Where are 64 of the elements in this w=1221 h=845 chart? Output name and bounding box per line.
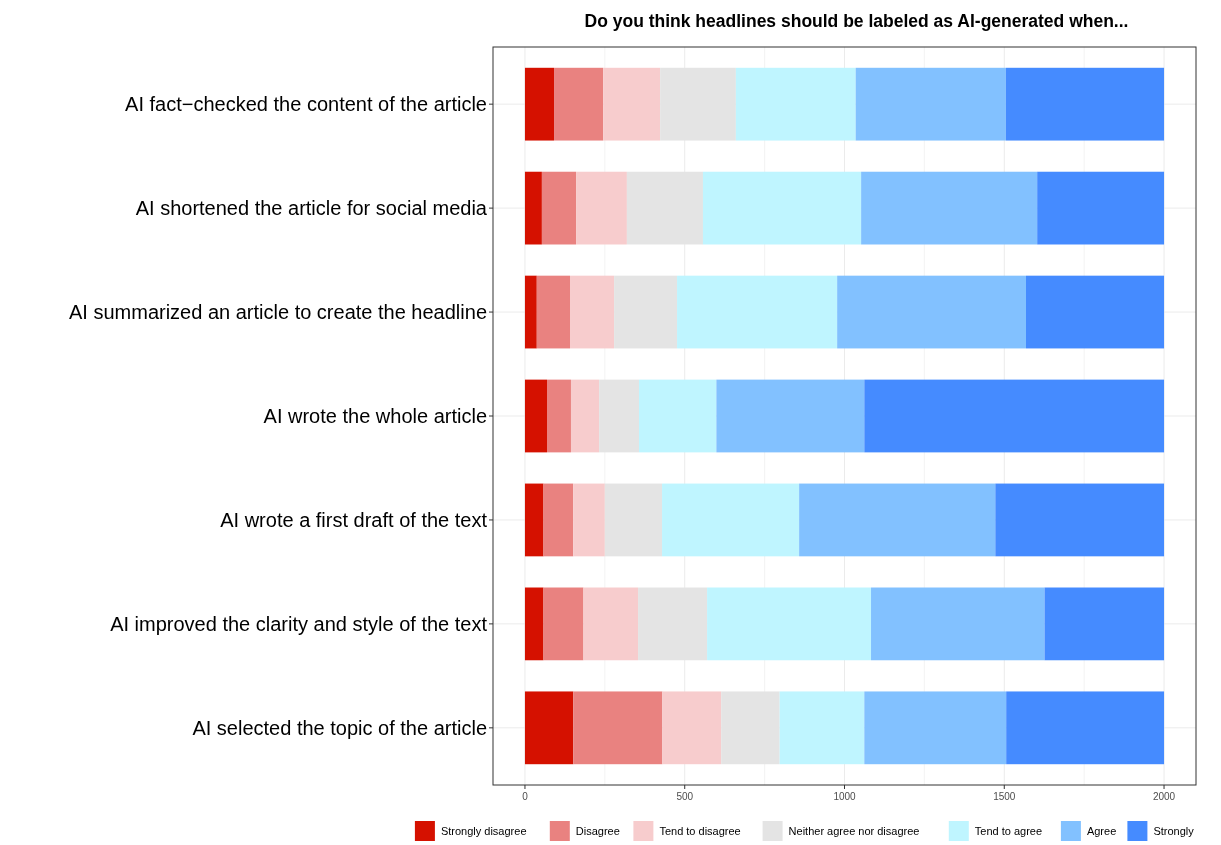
- bar: [554, 67, 604, 141]
- bar: [1005, 67, 1165, 141]
- bar: [662, 483, 800, 557]
- bar: [639, 379, 717, 453]
- bar: [573, 483, 605, 557]
- bar: [543, 483, 574, 557]
- x-tick-label: 500: [676, 791, 694, 802]
- bar: [799, 483, 996, 557]
- legend-label: Tend to disagree: [659, 824, 741, 837]
- bar: [871, 587, 1045, 661]
- bar: [547, 379, 571, 453]
- x-tick-label: 0: [522, 791, 529, 802]
- y-tick-label: AI wrote the whole article: [263, 405, 487, 427]
- y-tick-label: AI improved the clarity and style of the text: [110, 612, 488, 635]
- y-tick-label: AI wrote a first draft of the text: [220, 508, 488, 531]
- bar: [1026, 275, 1165, 349]
- bar: [735, 67, 856, 141]
- bar: [864, 379, 1165, 453]
- bar: [995, 483, 1165, 557]
- bar: [702, 171, 862, 245]
- bar: [536, 275, 571, 349]
- bar: [541, 171, 577, 245]
- bar: [716, 379, 865, 453]
- bar: [604, 483, 663, 557]
- bar: [1006, 691, 1165, 765]
- bar: [837, 275, 1026, 349]
- chart-title: Do you think headlines should be labeled as AI‑generated when...: [584, 11, 1129, 31]
- bar: [583, 587, 639, 661]
- y-tick-label: AI fact−checked the content of the article: [125, 93, 487, 116]
- bar: [570, 379, 600, 453]
- bar: [614, 275, 678, 349]
- legend-label: Neither agree nor disagree: [788, 824, 920, 837]
- bar: [677, 275, 838, 349]
- bar: [543, 587, 584, 661]
- bar: [524, 67, 555, 141]
- x-tick-label: 1500: [993, 791, 1016, 802]
- x-tick-label: 1000: [833, 791, 857, 802]
- legend-label: Strongly: [1153, 824, 1195, 837]
- bar: [707, 587, 872, 661]
- x-tick-label: 2000: [1152, 791, 1176, 802]
- bar: [864, 691, 1007, 765]
- y-tick-label: AI summarized an article to create the headline: [69, 301, 487, 324]
- bar: [662, 691, 722, 765]
- y-tick-label: AI selected the topic of the article: [192, 716, 487, 739]
- bar: [855, 67, 1006, 141]
- bar: [524, 691, 574, 765]
- bar: [861, 171, 1038, 245]
- legend-label: Tend to agree: [974, 824, 1043, 837]
- bar: [524, 275, 537, 349]
- legend-label: Strongly disagree: [440, 824, 527, 837]
- bar: [1037, 171, 1165, 245]
- bar: [573, 691, 663, 765]
- bar: [1044, 587, 1165, 661]
- legend-label: Disagree: [575, 824, 620, 837]
- y-tick-label: AI shortened the article for social media: [135, 197, 488, 220]
- bar: [524, 483, 544, 557]
- bar: [779, 691, 865, 765]
- legend-label: Agree: [1086, 824, 1117, 837]
- bar: [576, 171, 627, 245]
- bar: [524, 379, 547, 453]
- bar: [524, 587, 544, 661]
- bar: [524, 171, 542, 245]
- bar: [570, 275, 615, 349]
- bar: [603, 67, 661, 141]
